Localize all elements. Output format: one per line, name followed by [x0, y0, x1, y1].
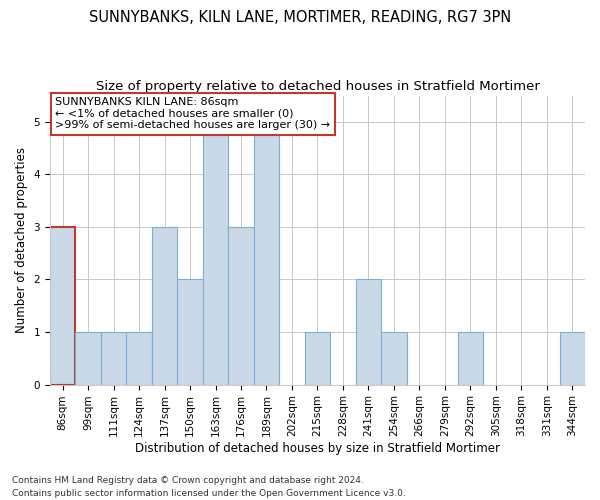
Bar [203, 122, 228, 384]
Bar [76, 332, 101, 384]
Y-axis label: Number of detached properties: Number of detached properties [15, 147, 28, 333]
Bar [152, 227, 178, 384]
Text: SUNNYBANKS KILN LANE: 86sqm
← <1% of detached houses are smaller (0)
>99% of sem: SUNNYBANKS KILN LANE: 86sqm ← <1% of det… [55, 97, 331, 130]
Bar [178, 280, 203, 384]
Bar [560, 332, 585, 384]
Text: SUNNYBANKS, KILN LANE, MORTIMER, READING, RG7 3PN: SUNNYBANKS, KILN LANE, MORTIMER, READING… [89, 10, 511, 25]
Bar [381, 332, 407, 384]
Bar [228, 227, 254, 384]
Bar [305, 332, 330, 384]
Bar [127, 332, 152, 384]
Bar [101, 332, 127, 384]
Bar [356, 280, 381, 384]
Text: Contains HM Land Registry data © Crown copyright and database right 2024.
Contai: Contains HM Land Registry data © Crown c… [12, 476, 406, 498]
Title: Size of property relative to detached houses in Stratfield Mortimer: Size of property relative to detached ho… [95, 80, 539, 93]
X-axis label: Distribution of detached houses by size in Stratfield Mortimer: Distribution of detached houses by size … [135, 442, 500, 455]
Bar [50, 227, 76, 384]
Bar [254, 122, 279, 384]
Bar [458, 332, 483, 384]
